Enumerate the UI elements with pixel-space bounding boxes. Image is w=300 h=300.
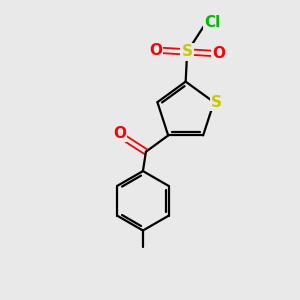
- Text: Cl: Cl: [204, 15, 220, 30]
- Text: O: O: [149, 43, 162, 58]
- Text: S: S: [182, 44, 193, 59]
- Text: O: O: [113, 125, 126, 140]
- Text: O: O: [212, 46, 226, 61]
- Text: S: S: [211, 95, 222, 110]
